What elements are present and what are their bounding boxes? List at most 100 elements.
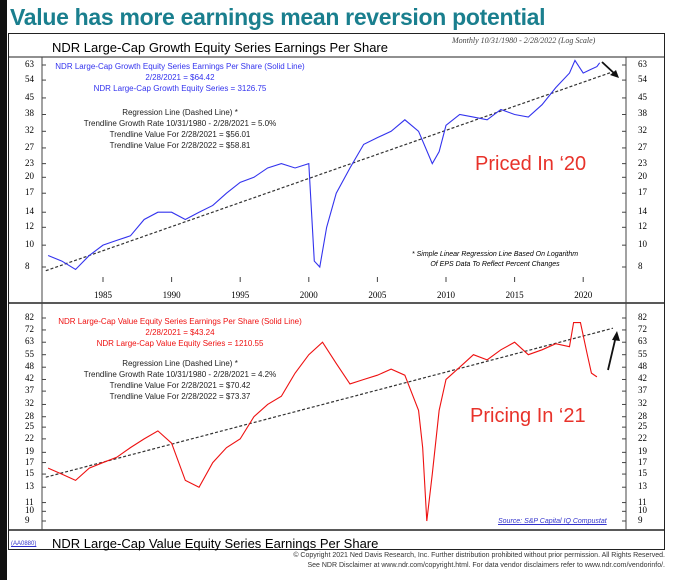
legend-line: NDR Large-Cap Growth Equity Series = 312… xyxy=(93,84,267,93)
legend-line: 2/28/2021 = $43.24 xyxy=(145,328,215,337)
copyright: © Copyright 2021 Ned Davis Research, Inc… xyxy=(293,552,665,559)
source-link: Source: S&P Capital IQ Compustat xyxy=(498,518,607,525)
y-tick-label-left: 19 xyxy=(25,446,34,457)
y-tick-label-right: 10 xyxy=(638,239,647,250)
y-tick-label-right: 32 xyxy=(638,398,647,409)
legend-line: 2/28/2021 = $64.42 xyxy=(145,73,215,82)
x-tick-label: 1995 xyxy=(231,290,250,300)
x-tick-label: 2005 xyxy=(368,290,387,300)
x-tick-label: 1990 xyxy=(162,290,181,300)
legend-line: NDR Large-Cap Growth Equity Series Earni… xyxy=(55,62,305,71)
y-tick-label-left: 32 xyxy=(25,398,34,409)
y-tick-label-left: 22 xyxy=(25,432,34,443)
y-tick-label-right: 22 xyxy=(638,432,647,443)
y-tick-label-left: 25 xyxy=(25,421,34,432)
regression-line xyxy=(45,71,614,272)
legend-line: NDR Large-Cap Value Equity Series = 1210… xyxy=(96,339,264,348)
regression-text: Trendline Value For 2/28/2021 = $70.42 xyxy=(109,381,251,390)
regression-line xyxy=(45,327,614,478)
y-tick-label-right: 54 xyxy=(638,74,647,85)
y-tick-label-right: 38 xyxy=(638,108,647,119)
window-edge xyxy=(0,0,7,580)
disclaimer: See NDR Disclaimer at www.ndr.com/copyri… xyxy=(307,562,665,569)
y-tick-label-right: 82 xyxy=(638,312,647,322)
y-tick-label-right: 27 xyxy=(638,141,647,152)
x-tick-label: 2015 xyxy=(505,290,524,300)
y-tick-label-right: 48 xyxy=(638,361,647,372)
y-tick-label-right: 25 xyxy=(638,421,647,432)
y-tick-label-left: 38 xyxy=(25,108,34,119)
y-tick-label-left: 23 xyxy=(25,157,34,168)
x-tick-label: 2020 xyxy=(574,290,593,300)
y-tick-label-left: 45 xyxy=(25,91,34,102)
eps-series-line xyxy=(47,322,598,522)
regression-text: Trendline Growth Rate 10/31/1980 - 2/28/… xyxy=(83,119,277,128)
subtitle: Monthly 10/31/1980 - 2/28/2022 (Log Scal… xyxy=(452,36,596,45)
arrow-down-head xyxy=(610,70,619,78)
chart-code-link[interactable]: (AA0880) xyxy=(11,541,37,547)
y-tick-label-right: 8 xyxy=(638,261,643,271)
y-tick-label-right: 63 xyxy=(638,336,647,347)
y-tick-label-right: 28 xyxy=(638,410,647,421)
y-tick-label-left: 14 xyxy=(25,206,34,217)
y-tick-label-left: 54 xyxy=(25,74,34,85)
regression-text: Trendline Value For 2/28/2022 = $73.37 xyxy=(109,392,251,401)
y-tick-label-right: 45 xyxy=(638,91,647,102)
y-tick-label-left: 63 xyxy=(25,336,34,347)
y-tick-label-left: 48 xyxy=(25,361,34,372)
y-tick-label-right: 12 xyxy=(638,221,647,232)
y-tick-label-left: 72 xyxy=(25,323,34,334)
arrow-up xyxy=(607,335,617,371)
y-tick-label-right: 9 xyxy=(638,515,643,525)
y-tick-label-right: 19 xyxy=(638,446,647,457)
y-tick-label-right: 55 xyxy=(638,348,647,359)
annotation: Priced In ‘20 xyxy=(475,153,587,175)
y-tick-label-right: 11 xyxy=(638,496,647,507)
y-tick-label-right: 63 xyxy=(638,59,647,69)
y-tick-label-right: 72 xyxy=(638,323,647,334)
y-tick-label-left: 82 xyxy=(25,312,34,322)
regression-text: Trendline Value For 2/28/2022 = $58.81 xyxy=(109,141,251,150)
regression-text: Trendline Growth Rate 10/31/1980 - 2/28/… xyxy=(83,370,277,379)
y-tick-label-left: 12 xyxy=(25,221,34,232)
y-tick-label-left: 63 xyxy=(25,59,34,69)
y-tick-label-left: 13 xyxy=(25,481,34,492)
y-tick-label-left: 15 xyxy=(25,468,34,479)
top-chart-title: NDR Large-Cap Growth Equity Series Earni… xyxy=(52,40,388,55)
y-tick-label-left: 8 xyxy=(25,261,30,271)
legend-line: NDR Large-Cap Value Equity Series Earnin… xyxy=(58,317,302,326)
y-tick-label-left: 32 xyxy=(25,125,34,136)
y-tick-label-left: 20 xyxy=(25,171,34,182)
arrow-up-head xyxy=(612,331,620,341)
footnote: Of EPS Data To Reflect Percent Changes xyxy=(430,261,560,268)
y-tick-label-right: 17 xyxy=(638,187,647,198)
y-tick-label-right: 15 xyxy=(638,468,647,479)
y-tick-label-right: 20 xyxy=(638,171,647,182)
footnote: * Simple Linear Regression Line Based On… xyxy=(411,251,579,258)
y-tick-label-left: 10 xyxy=(25,239,34,250)
regression-text: Trendline Value For 2/28/2021 = $56.01 xyxy=(109,130,251,139)
y-tick-label-right: 32 xyxy=(638,125,647,136)
y-tick-label-right: 17 xyxy=(638,456,647,467)
x-tick-label: 2000 xyxy=(299,290,318,300)
y-tick-label-left: 9 xyxy=(25,515,30,525)
x-tick-label: 2010 xyxy=(437,290,455,300)
y-tick-label-left: 27 xyxy=(25,141,34,152)
y-tick-label-left: 55 xyxy=(25,348,34,359)
chart-frame xyxy=(8,33,665,550)
page-title: Value has more earnings mean reversion p… xyxy=(10,4,546,30)
y-tick-label-right: 14 xyxy=(638,206,647,217)
regression-text: Regression Line (Dashed Line) * xyxy=(122,108,238,117)
regression-text: Regression Line (Dashed Line) * xyxy=(122,359,238,368)
y-tick-label-right: 10 xyxy=(638,505,647,516)
y-tick-label-left: 37 xyxy=(25,385,34,396)
y-tick-label-right: 42 xyxy=(638,373,647,384)
y-tick-label-left: 42 xyxy=(25,373,34,384)
y-tick-label-left: 17 xyxy=(25,187,34,198)
y-tick-label-left: 11 xyxy=(25,496,34,507)
y-tick-label-left: 17 xyxy=(25,456,34,467)
bottom-chart-title: NDR Large-Cap Value Equity Series Earnin… xyxy=(52,536,379,551)
y-tick-label-left: 28 xyxy=(25,410,34,421)
x-tick-label: 1985 xyxy=(94,290,112,300)
